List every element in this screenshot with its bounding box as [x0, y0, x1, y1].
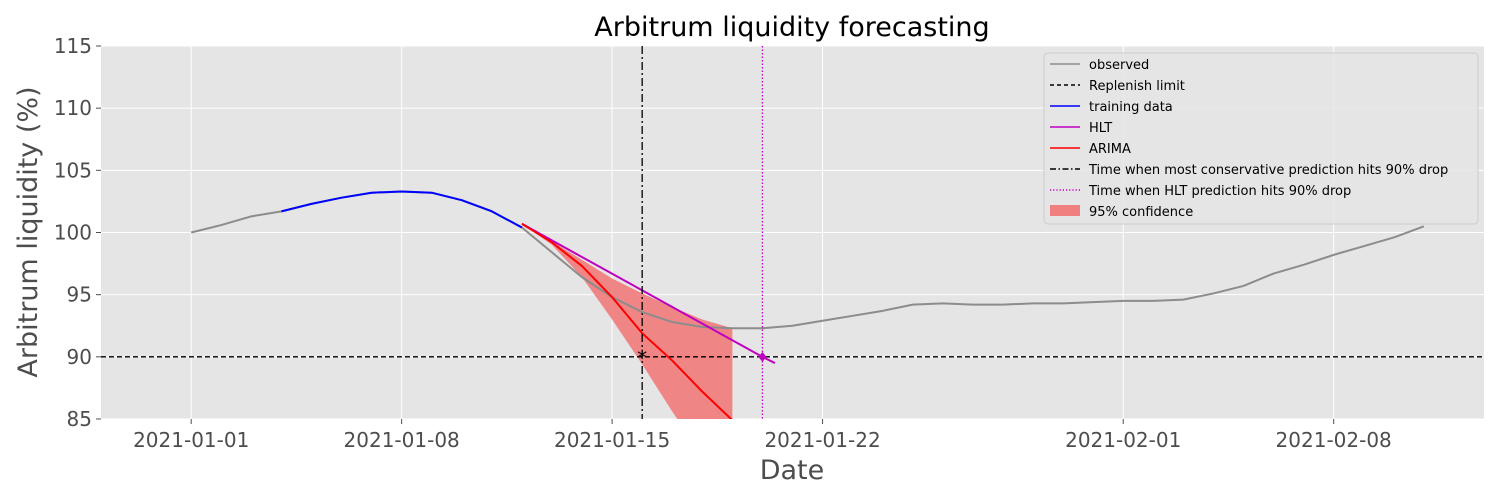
hlt-hit-marker: [758, 351, 767, 362]
x-tick-label: 2021-01-08: [344, 428, 460, 452]
chart-title: Arbitrum liquidity forecasting: [594, 12, 989, 43]
y-tick-label: 100: [54, 221, 92, 245]
confidence-band: [521, 223, 733, 419]
x-tick-label: 2021-02-08: [1276, 428, 1392, 452]
x-axis-title: Date: [760, 455, 825, 486]
x-tick-label: 2021-01-15: [554, 428, 670, 452]
legend-label: Time when HLT prediction hits 90% drop: [1088, 184, 1351, 199]
legend-label: training data: [1089, 100, 1173, 115]
x-tick-label: 2021-01-22: [764, 428, 880, 452]
y-tick-label: 90: [67, 345, 92, 369]
series-lines: [190, 190, 1425, 419]
legend-swatch: [1050, 205, 1080, 216]
legend-label: HLT: [1089, 121, 1112, 136]
x-axis-ticks: 2021-01-01 2021-01-08 2021-01-15 2021-01-22…: [133, 419, 1392, 452]
marker-layer: *: [637, 346, 767, 370]
y-tick-label: 110: [54, 96, 92, 120]
y-tick-label: 85: [67, 407, 92, 431]
legend-label: ARIMA: [1089, 142, 1131, 157]
confidence-band-layer: [521, 223, 733, 419]
y-tick-label: 105: [54, 158, 92, 182]
legend-label: 95% confidence: [1089, 205, 1193, 220]
conservative-hit-marker: *: [637, 346, 647, 370]
y-tick-label: 95: [67, 283, 92, 307]
y-axis-ticks: 85 90 95 100 105 110 115: [54, 34, 101, 431]
x-tick-label: 2021-02-01: [1065, 428, 1181, 452]
reference-lines: [101, 46, 1484, 419]
legend-box: [1043, 52, 1479, 225]
legend: observed Replenish limit training data HLT A…: [1043, 52, 1479, 225]
legend-label: Time when most conservative prediction h…: [1088, 163, 1448, 178]
legend-label: observed: [1089, 58, 1149, 73]
y-tick-label: 115: [54, 34, 92, 58]
y-axis-title: Arbitrum liquidity (%): [13, 86, 44, 377]
training-data-line: [281, 190, 523, 229]
legend-label: Replenish limit: [1089, 79, 1185, 94]
arima-line: [521, 222, 733, 419]
x-tick-label: 2021-01-01: [133, 428, 249, 452]
